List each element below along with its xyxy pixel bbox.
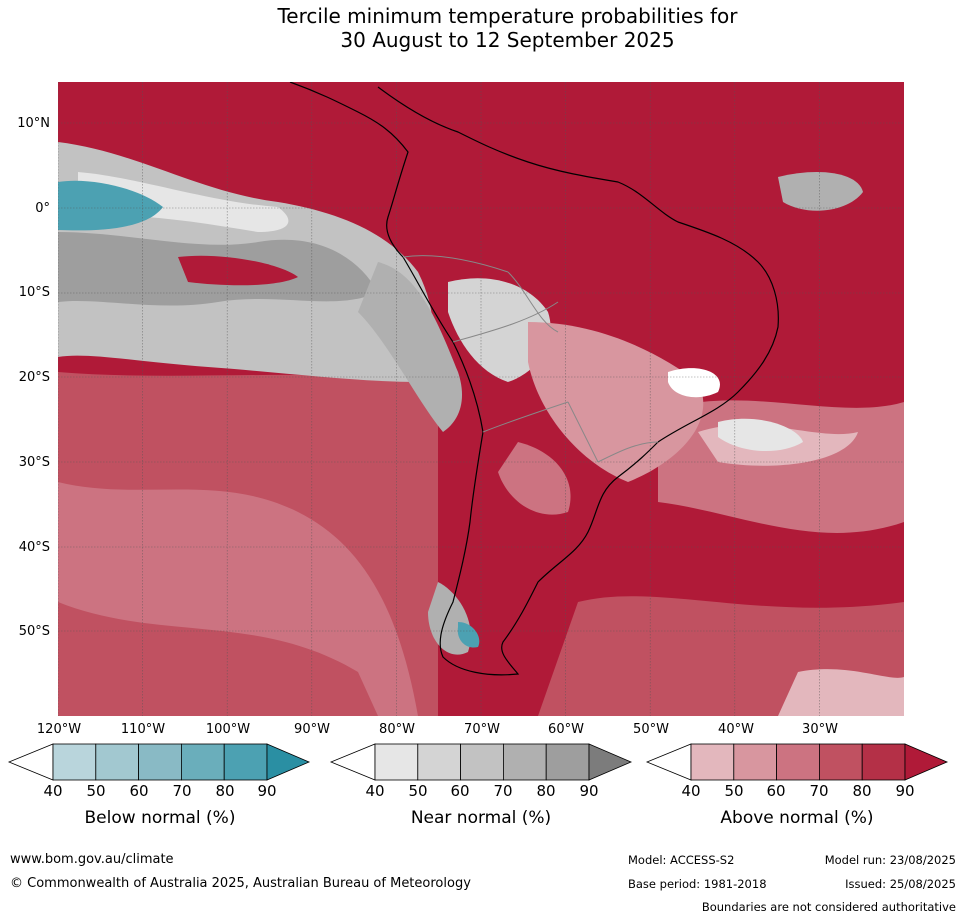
country-borders: [402, 255, 659, 463]
cb1-tick: 70: [172, 782, 192, 800]
cb3-tick: 50: [724, 782, 744, 800]
colorbar-extend-high: [588, 743, 633, 781]
cb2-tick: 80: [536, 782, 556, 800]
colorbar-segment: [417, 743, 461, 781]
model-text: Model: ACCESS-S2: [628, 853, 735, 867]
cb1-tick: 90: [257, 782, 277, 800]
cb1-tick: 50: [86, 782, 106, 800]
cb2-tick: 40: [365, 782, 385, 800]
graticule: [58, 82, 904, 716]
near-normal-peru-coast: [358, 262, 463, 432]
cb1-tick: 40: [43, 782, 63, 800]
above-normal-weak-brazil: [528, 322, 704, 482]
lon-label-70w: 70°W: [464, 722, 500, 737]
lon-label-50w: 50°W: [633, 722, 669, 737]
colorbar-segment: [690, 743, 735, 781]
lat-label-10n: 10°N: [17, 116, 50, 131]
colorbar-segment: [223, 743, 268, 781]
lat-label-20s: 20°S: [18, 370, 50, 385]
above-normal-label: Above normal (%): [720, 808, 874, 828]
above-normal-colorbar: [645, 743, 949, 781]
above-normal-argentina-north: [498, 442, 571, 515]
colorbar-segment: [95, 743, 140, 781]
colorbar-segment: [502, 743, 547, 781]
above-normal-region-far-south: [58, 602, 378, 716]
above-normal-weak-southeast: [778, 669, 904, 716]
colorbar-segment: [374, 743, 419, 781]
lat-label-50s: 50°S: [18, 624, 50, 639]
title-line-2: 30 August to 12 September 2025: [340, 28, 675, 52]
colorbar-segment: [861, 743, 906, 781]
colorbar-extend-high: [266, 743, 311, 781]
lon-label-40w: 40°W: [718, 722, 754, 737]
below-normal-equatorial-pacific: [58, 180, 163, 231]
website-link[interactable]: www.bom.gov.au/climate: [10, 852, 174, 867]
colorbar-segment: [545, 743, 590, 781]
near-normal-atlantic-patch: [778, 172, 863, 211]
map-title: Tercile minimum temperature probabilitie…: [0, 4, 965, 52]
colorbars: [7, 743, 949, 781]
cb3-tick: 40: [681, 782, 701, 800]
below-normal-label: Below normal (%): [84, 808, 236, 828]
colorbar-segment: [180, 743, 225, 781]
cb2-tick: 60: [450, 782, 470, 800]
lon-label-110w: 110°W: [120, 722, 166, 737]
model-run-text: Model run: 23/08/2025: [824, 853, 956, 867]
colorbar-segment: [52, 743, 97, 781]
colorbar-segment: [138, 743, 182, 781]
colorbar-segment: [819, 743, 863, 781]
disclaimer-text: Boundaries are not considered authoritat…: [701, 900, 956, 914]
lat-label-10s: 10°S: [18, 285, 50, 300]
map-svg: [58, 82, 904, 716]
colorbar-extend-low: [7, 743, 54, 781]
below-normal-colorbar: [7, 743, 311, 781]
cb3-tick: 80: [852, 782, 872, 800]
lon-label-100w: 100°W: [205, 722, 251, 737]
cb1-tick: 60: [129, 782, 149, 800]
issued-text: Issued: 25/08/2025: [845, 877, 956, 891]
near-normal-weak-band: [78, 172, 289, 232]
lon-label-80w: 80°W: [379, 722, 415, 737]
cb3-tick: 70: [809, 782, 829, 800]
colorbar-extend-high: [904, 743, 949, 781]
colorbar-segment: [460, 743, 504, 781]
title-line-1: Tercile minimum temperature probabilitie…: [277, 4, 738, 28]
lon-label-90w: 90°W: [294, 722, 330, 737]
cb2-tick: 70: [493, 782, 513, 800]
near-normal-label: Near normal (%): [410, 808, 552, 828]
lat-label-40s: 40°S: [18, 540, 50, 555]
base-period-text: Base period: 1981-2018: [628, 877, 767, 891]
near-normal-southeast-atlantic: [718, 418, 803, 452]
colorbar-segment: [733, 743, 777, 781]
lat-label-0: 0°: [35, 201, 50, 216]
near-normal-colorbar: [329, 743, 633, 781]
colorbar-segment: [776, 743, 820, 781]
below-threshold-brazil: [668, 368, 720, 398]
cb2-tick: 90: [579, 782, 599, 800]
lon-label-30w: 30°W: [802, 722, 838, 737]
probability-map: [58, 82, 904, 716]
below-normal-patagonia: [457, 622, 480, 648]
cb1-tick: 80: [215, 782, 235, 800]
near-normal-bolivia: [448, 278, 551, 382]
lon-label-120w: 120°W: [36, 722, 82, 737]
lat-label-30s: 30°S: [18, 455, 50, 470]
cb2-tick: 50: [408, 782, 428, 800]
cb3-tick: 90: [895, 782, 915, 800]
cb3-tick: 60: [766, 782, 786, 800]
colorbar-extend-low: [329, 743, 376, 781]
copyright-text: © Commonwealth of Australia 2025, Austra…: [10, 876, 471, 891]
colorbar-extend-low: [645, 743, 692, 781]
above-normal-pacific-streak: [178, 255, 298, 286]
lon-label-60w: 60°W: [548, 722, 584, 737]
